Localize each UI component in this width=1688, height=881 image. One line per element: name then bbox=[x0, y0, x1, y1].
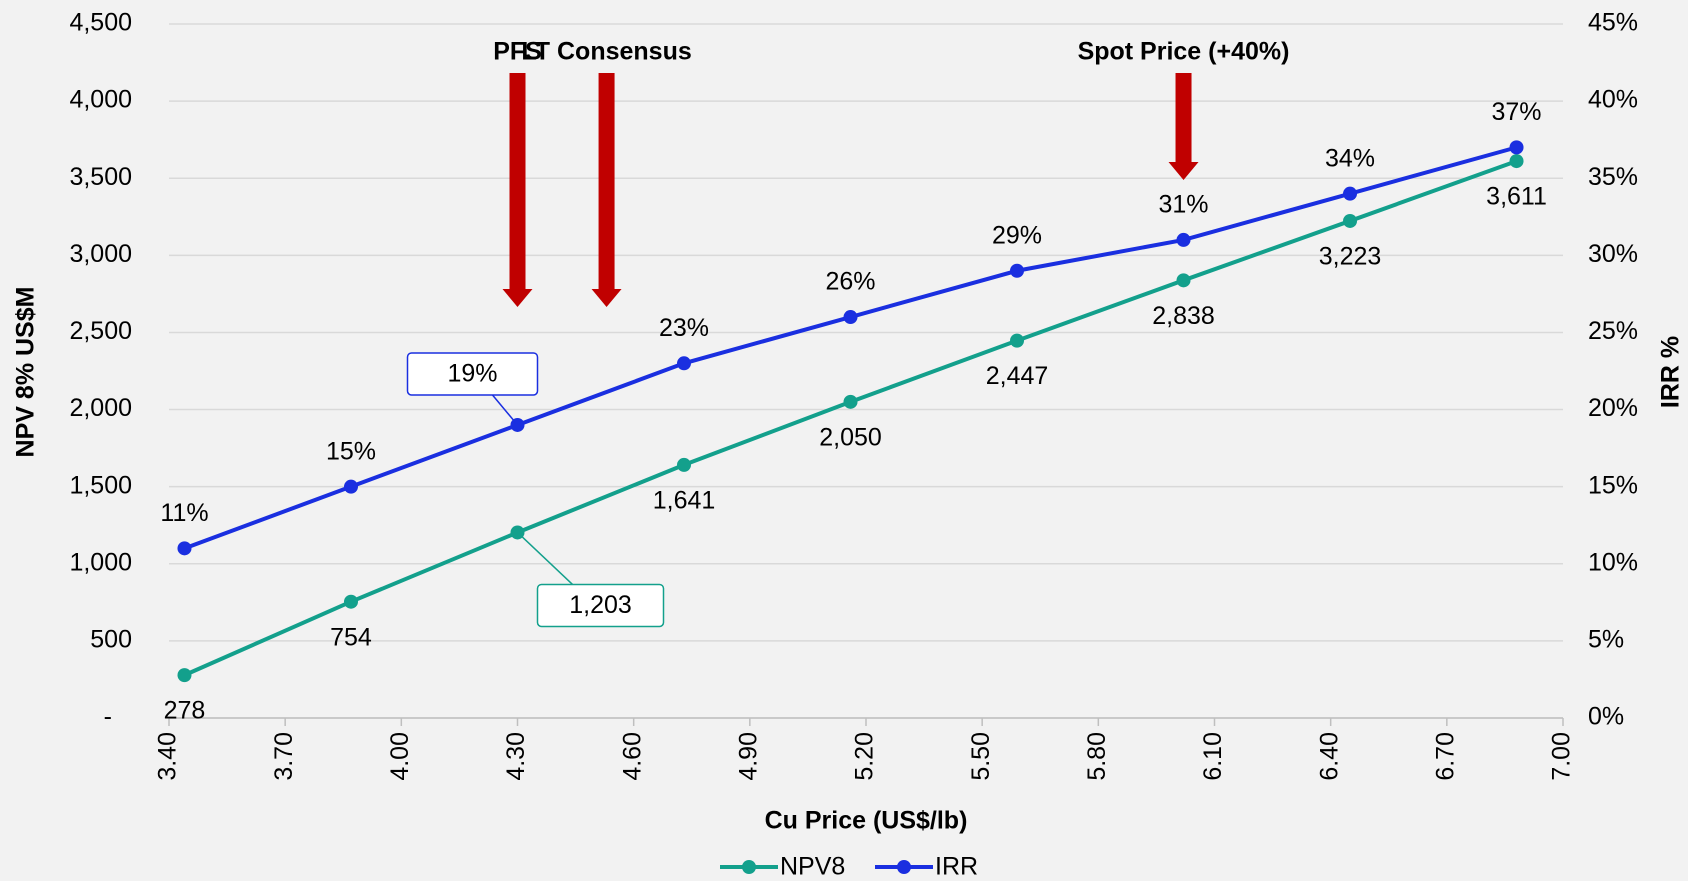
x-tick-label: 4.30 bbox=[502, 732, 530, 781]
point bbox=[343, 594, 358, 609]
y2-tick-label: 30% bbox=[1588, 240, 1638, 268]
x-tick-label: 6.40 bbox=[1315, 732, 1343, 781]
y2-tick-label: 20% bbox=[1588, 394, 1638, 422]
x-tick-label: 6.70 bbox=[1431, 732, 1459, 781]
x-tick-label: 5.50 bbox=[967, 732, 995, 781]
point bbox=[1343, 186, 1358, 201]
legend-label: NPV8 bbox=[780, 853, 845, 881]
callout-leader bbox=[491, 394, 519, 426]
y-tick-label: - bbox=[104, 703, 112, 731]
point bbox=[177, 541, 192, 556]
value-label: 1,641 bbox=[653, 487, 716, 515]
y-tick-label: 3,500 bbox=[69, 163, 132, 191]
y-tick-label: 4,500 bbox=[69, 9, 132, 37]
y-tick-label: 1,000 bbox=[69, 548, 132, 576]
value-label: 26% bbox=[825, 268, 875, 296]
annotation-label: PFS bbox=[493, 38, 542, 66]
y2-tick-label: 15% bbox=[1588, 471, 1638, 499]
legend-marker bbox=[742, 860, 756, 874]
value-label: 3,611 bbox=[1486, 183, 1547, 211]
callout-leader bbox=[516, 531, 574, 586]
y-tick-label: 2,500 bbox=[69, 317, 132, 345]
x-tick-label: 3.40 bbox=[154, 732, 182, 781]
value-label: 31% bbox=[1158, 191, 1208, 219]
legend-label: IRR bbox=[935, 853, 978, 881]
x-tick-label: 4.90 bbox=[734, 732, 762, 781]
y2-tick-label: 10% bbox=[1588, 548, 1638, 576]
legend-marker bbox=[897, 860, 911, 874]
callout-box bbox=[536, 583, 665, 628]
point bbox=[843, 310, 858, 325]
x-tick-label: 5.80 bbox=[1083, 732, 1111, 781]
y2-tick-label: 0% bbox=[1588, 703, 1624, 731]
value-label: 15% bbox=[326, 437, 376, 465]
point bbox=[677, 356, 692, 371]
value-label: 754 bbox=[330, 623, 372, 651]
x-tick-label: 4.60 bbox=[618, 732, 646, 781]
point bbox=[1010, 263, 1025, 278]
point bbox=[843, 394, 858, 409]
x-tick-label: 5.20 bbox=[851, 732, 879, 781]
x-tick-label: 6.10 bbox=[1199, 732, 1227, 781]
point bbox=[1176, 273, 1191, 288]
value-label: 23% bbox=[659, 314, 709, 342]
point bbox=[1509, 140, 1524, 155]
y-axis-title: NPV 8% US$M bbox=[12, 287, 40, 458]
y-tick-label: 2,000 bbox=[69, 394, 132, 422]
point bbox=[343, 479, 358, 494]
x-tick-label: 4.00 bbox=[386, 732, 414, 781]
y2-tick-label: 5% bbox=[1588, 625, 1624, 653]
point bbox=[1343, 213, 1358, 228]
point bbox=[1509, 154, 1524, 169]
value-label: 1,203 bbox=[569, 591, 632, 619]
y-tick-label: 1,500 bbox=[69, 471, 132, 499]
y2-tick-label: 45% bbox=[1588, 9, 1638, 37]
value-label: 34% bbox=[1325, 144, 1375, 172]
value-label: 278 bbox=[164, 697, 206, 725]
annotation-arrow bbox=[1168, 73, 1199, 180]
annotation-arrow bbox=[591, 73, 622, 307]
value-label: 2,838 bbox=[1152, 302, 1215, 330]
point bbox=[177, 668, 192, 683]
y2-tick-label: 40% bbox=[1588, 86, 1638, 114]
value-label: 3,223 bbox=[1319, 243, 1382, 271]
y-tick-label: 4,000 bbox=[69, 86, 132, 114]
y-tick-label: 500 bbox=[90, 625, 132, 653]
value-label: 29% bbox=[992, 221, 1042, 249]
point bbox=[1010, 333, 1025, 348]
x-tick-label: 3.70 bbox=[270, 732, 298, 781]
value-label: 19% bbox=[447, 360, 497, 388]
value-label: 37% bbox=[1492, 98, 1542, 126]
annotation-label: Spot Price (+40%) bbox=[1078, 38, 1290, 66]
value-label: 2,447 bbox=[986, 362, 1049, 390]
y2-axis-title: IRR % bbox=[1657, 336, 1685, 408]
annotation-arrow bbox=[502, 73, 533, 307]
x-axis-title: Cu Price (US$/lb) bbox=[765, 807, 968, 835]
x-tick-label: 7.00 bbox=[1548, 732, 1576, 781]
point bbox=[677, 457, 692, 472]
value-label: 11% bbox=[160, 499, 208, 527]
y2-tick-label: 25% bbox=[1588, 317, 1638, 345]
annotation-label: LT Consensus bbox=[521, 38, 691, 66]
point bbox=[1176, 232, 1191, 247]
y2-tick-label: 35% bbox=[1588, 163, 1638, 191]
y-tick-label: 3,000 bbox=[69, 240, 132, 268]
callout-box bbox=[406, 352, 539, 396]
value-label: 2,050 bbox=[819, 423, 882, 451]
